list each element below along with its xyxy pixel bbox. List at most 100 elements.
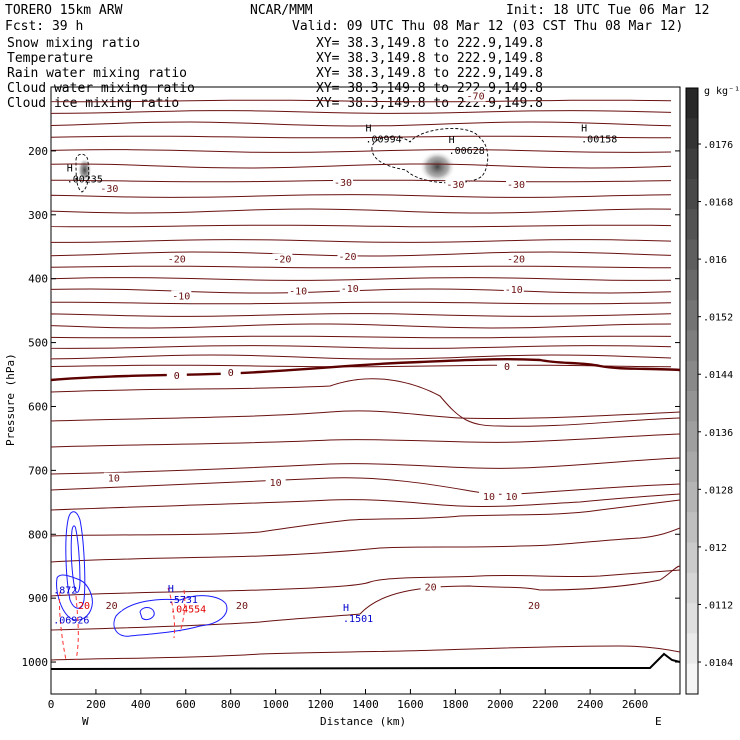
colorbar-segment — [686, 360, 698, 392]
extremum-marker: H — [449, 135, 455, 146]
colorbar-tick-label: .0112 — [703, 600, 733, 611]
colorbar-segment — [686, 572, 698, 604]
isotherm — [51, 135, 671, 139]
cloud-water-contour — [65, 511, 86, 609]
contour-label: 20 — [106, 601, 118, 612]
contour-label-bg — [420, 581, 441, 593]
x-tick-label: 2200 — [532, 698, 559, 711]
isotherm — [51, 499, 680, 537]
x-tick-label: 600 — [176, 698, 196, 711]
rain-water-contour — [167, 587, 186, 639]
colorbar-segment — [686, 633, 698, 665]
isotherm — [51, 110, 672, 114]
contour-label: 0 — [504, 362, 510, 373]
contour-label-bg — [166, 253, 187, 265]
extremum-marker: H — [343, 603, 349, 614]
plot-frame — [50, 86, 681, 695]
contour-label: 20 — [528, 601, 540, 612]
contour-label-bg — [272, 253, 293, 265]
colorbar-segment — [686, 209, 698, 240]
isotherm — [51, 410, 680, 422]
colorbar-segment — [686, 269, 698, 301]
extremum-value: .00158 — [581, 134, 617, 145]
extremum-value: .04554 — [170, 605, 206, 616]
x-axis: 0 200 400 600 800 1000 1200 1400 1600 1800 2000 220… — [48, 689, 649, 711]
contour-label-bg — [171, 290, 192, 302]
contour-label: 20 — [425, 582, 437, 593]
contour-label: -20 — [507, 255, 525, 266]
legend-field-xy: XY= 38.3,149.8 to 222.9,149.8 — [316, 96, 543, 111]
contour-label-bg — [445, 178, 466, 190]
init-time: Init: 18 UTC Tue 06 Mar 12 — [506, 3, 710, 18]
legend-field-xy: XY= 38.3,149.8 to 222.9,149.8 — [316, 81, 543, 96]
colorbar-tick-label: .0104 — [703, 658, 733, 669]
isotherm — [51, 433, 680, 448]
contour-label-bg — [220, 367, 241, 379]
colorbar-segment — [686, 663, 698, 695]
colorbar-segment — [686, 481, 698, 513]
extremum-value: .5731 — [168, 595, 198, 606]
x-tick-label: 1400 — [352, 698, 379, 711]
contour-label-bg — [231, 599, 252, 611]
extremum-value: .1501 — [343, 614, 373, 625]
terrain-surface — [51, 652, 680, 670]
forecast-hour: Fcst: 39 h — [5, 19, 83, 34]
colorbar-segment — [686, 603, 698, 634]
contour-label-bg — [166, 369, 187, 381]
colorbar-segment — [686, 330, 698, 362]
cloud-ice-contours — [75, 128, 489, 193]
isotherm — [51, 301, 672, 305]
isotherm — [51, 323, 672, 329]
temperature-contours — [51, 99, 680, 661]
cloud-water-contour — [56, 574, 93, 621]
contour-label: -20 — [273, 255, 291, 266]
x-tick-label: 1000 — [262, 698, 289, 711]
x-axis-end-left: W — [82, 715, 89, 728]
colorbar-segment — [686, 451, 698, 483]
extremum-value: .00994 — [366, 134, 402, 145]
x-tick-label: 2600 — [622, 698, 649, 711]
contour-label-bg — [506, 253, 527, 265]
contour-label: -30 — [507, 180, 525, 191]
field-legend: Snow mixing ratio XY= 38.3,149.8 to 222.9… — [7, 36, 543, 111]
x-tick-label: 200 — [86, 698, 106, 711]
legend-field-xy: XY= 38.3,149.8 to 222.9,149.8 — [316, 66, 543, 81]
x-tick-label: 2400 — [577, 698, 604, 711]
contour-label: -30 — [100, 184, 118, 195]
isotherm — [51, 99, 672, 103]
isotherm — [51, 378, 680, 427]
freezing-isotherm — [51, 357, 680, 382]
x-tick-label: 1800 — [442, 698, 469, 711]
y-tick-label: 200 — [28, 145, 48, 158]
colorbar-segment — [686, 421, 698, 453]
isotherm — [51, 149, 672, 153]
contour-label-bg — [479, 491, 500, 503]
model-title: TORERO 15km ARW — [5, 3, 123, 18]
colorbar-segment — [686, 118, 698, 150]
contour-label-bg — [103, 472, 124, 484]
colorbar-segment — [686, 542, 698, 574]
legend-field-label: Cloud ice mixing ratio — [7, 96, 179, 111]
isotherm — [51, 208, 672, 214]
contour-label: 20 — [236, 601, 248, 612]
colorbar-segment — [686, 88, 698, 119]
y-tick-label: 300 — [28, 209, 48, 222]
colorbar-segment — [686, 178, 698, 210]
isotherm — [51, 121, 672, 127]
extremum-marker: H — [581, 123, 587, 134]
contour-label-bg — [501, 491, 522, 503]
contour-label: 0 — [228, 368, 234, 379]
x-axis-label: Distance (km) — [320, 715, 406, 728]
cloud-water-contours — [56, 511, 228, 661]
contour-label: 10 — [505, 492, 517, 503]
contour-label-bg — [523, 599, 544, 611]
legend-field-xy: XY= 38.3,149.8 to 222.9,149.8 — [316, 51, 543, 66]
extremum-marker: H — [168, 584, 174, 595]
contour-label: 0 — [174, 371, 180, 382]
colorbar-tick-label: .0136 — [703, 428, 733, 439]
x-axis-end-right: E — [655, 715, 662, 728]
colorbar-tick-label: .0152 — [703, 313, 733, 324]
x-tick-label: 800 — [221, 698, 241, 711]
extremum-value: .00235 — [67, 175, 103, 186]
